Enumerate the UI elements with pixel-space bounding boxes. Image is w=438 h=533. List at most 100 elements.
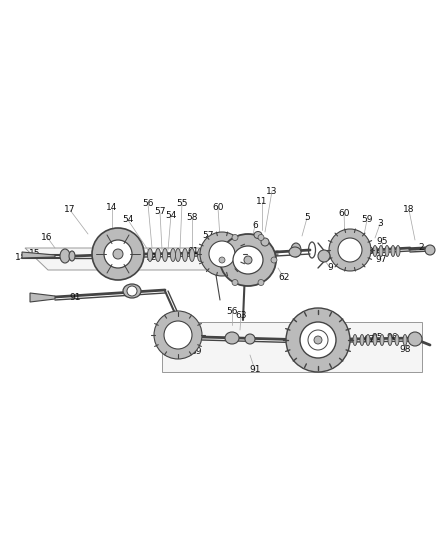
- Circle shape: [329, 229, 371, 271]
- Ellipse shape: [190, 248, 194, 262]
- Ellipse shape: [254, 231, 262, 238]
- Ellipse shape: [289, 247, 301, 257]
- Text: 65: 65: [336, 343, 348, 352]
- Text: 2: 2: [418, 244, 424, 253]
- Text: 55: 55: [176, 198, 188, 207]
- Text: 57: 57: [154, 207, 166, 216]
- Circle shape: [232, 279, 238, 286]
- Text: 12: 12: [146, 254, 158, 262]
- Circle shape: [258, 279, 264, 286]
- Ellipse shape: [155, 248, 160, 262]
- Text: 53: 53: [343, 244, 355, 253]
- Ellipse shape: [353, 335, 357, 345]
- Text: 56: 56: [226, 308, 238, 317]
- Ellipse shape: [391, 246, 395, 256]
- Ellipse shape: [366, 335, 370, 345]
- Text: 57: 57: [202, 230, 214, 239]
- Ellipse shape: [385, 246, 389, 256]
- Text: 18: 18: [403, 206, 415, 214]
- Circle shape: [425, 245, 435, 255]
- Text: 61: 61: [187, 247, 199, 256]
- Circle shape: [200, 232, 244, 276]
- Ellipse shape: [291, 243, 301, 257]
- Ellipse shape: [373, 246, 377, 256]
- Circle shape: [154, 311, 202, 359]
- Text: 89: 89: [190, 348, 202, 357]
- Text: 54: 54: [165, 211, 177, 220]
- Text: 10: 10: [209, 257, 221, 266]
- Ellipse shape: [123, 284, 141, 298]
- Circle shape: [104, 240, 132, 268]
- Text: 6: 6: [252, 221, 258, 230]
- Ellipse shape: [360, 335, 364, 345]
- Text: 14: 14: [106, 204, 118, 213]
- Circle shape: [338, 238, 362, 262]
- Text: 4: 4: [357, 240, 363, 249]
- Text: 91: 91: [249, 366, 261, 375]
- Ellipse shape: [60, 249, 70, 263]
- Text: 5: 5: [304, 214, 310, 222]
- Polygon shape: [162, 322, 422, 372]
- Text: 59: 59: [361, 215, 373, 224]
- Text: 93: 93: [309, 326, 321, 335]
- Text: 96: 96: [386, 334, 398, 343]
- Text: 88: 88: [180, 334, 192, 343]
- Ellipse shape: [162, 248, 167, 262]
- Circle shape: [232, 235, 238, 240]
- Ellipse shape: [225, 332, 239, 344]
- Circle shape: [92, 228, 144, 280]
- Ellipse shape: [220, 234, 276, 286]
- Text: 16: 16: [41, 232, 53, 241]
- Ellipse shape: [183, 248, 187, 262]
- Ellipse shape: [170, 248, 176, 262]
- Text: 56: 56: [142, 199, 154, 208]
- Text: 17: 17: [64, 206, 76, 214]
- Circle shape: [318, 250, 330, 262]
- Ellipse shape: [245, 334, 255, 344]
- Text: 90: 90: [166, 332, 178, 341]
- Ellipse shape: [396, 246, 400, 256]
- Polygon shape: [30, 293, 55, 302]
- Circle shape: [219, 257, 225, 263]
- Text: 94: 94: [319, 348, 331, 357]
- Text: 1: 1: [15, 254, 21, 262]
- Text: 3: 3: [377, 220, 383, 229]
- Text: 54: 54: [122, 215, 134, 224]
- Circle shape: [261, 238, 269, 246]
- Polygon shape: [22, 252, 55, 258]
- Ellipse shape: [395, 335, 399, 345]
- Ellipse shape: [244, 256, 252, 264]
- Ellipse shape: [380, 335, 384, 345]
- Text: 62: 62: [278, 273, 290, 282]
- Text: 8: 8: [292, 244, 298, 253]
- Circle shape: [209, 241, 235, 267]
- Circle shape: [314, 336, 322, 344]
- Text: 95: 95: [376, 238, 388, 246]
- Text: 95: 95: [371, 334, 383, 343]
- Text: 7: 7: [235, 257, 241, 266]
- Text: 92: 92: [287, 335, 299, 344]
- Ellipse shape: [403, 335, 407, 345]
- Text: 58: 58: [186, 214, 198, 222]
- Ellipse shape: [198, 248, 202, 262]
- Text: 63: 63: [235, 311, 247, 320]
- Text: 98: 98: [399, 345, 411, 354]
- Text: 60: 60: [338, 208, 350, 217]
- Circle shape: [300, 322, 336, 358]
- Polygon shape: [25, 248, 262, 270]
- Text: 91: 91: [69, 294, 81, 303]
- Ellipse shape: [148, 248, 152, 262]
- Circle shape: [258, 235, 264, 240]
- Circle shape: [308, 330, 328, 350]
- Circle shape: [127, 286, 137, 296]
- Text: 67: 67: [363, 335, 375, 344]
- Ellipse shape: [176, 248, 180, 262]
- Text: 9: 9: [327, 263, 333, 272]
- Ellipse shape: [373, 335, 377, 345]
- Text: 96: 96: [367, 247, 379, 256]
- Text: 11: 11: [256, 198, 268, 206]
- Text: 97: 97: [375, 255, 387, 264]
- Text: 13: 13: [266, 187, 278, 196]
- Ellipse shape: [233, 246, 263, 274]
- Circle shape: [271, 257, 277, 263]
